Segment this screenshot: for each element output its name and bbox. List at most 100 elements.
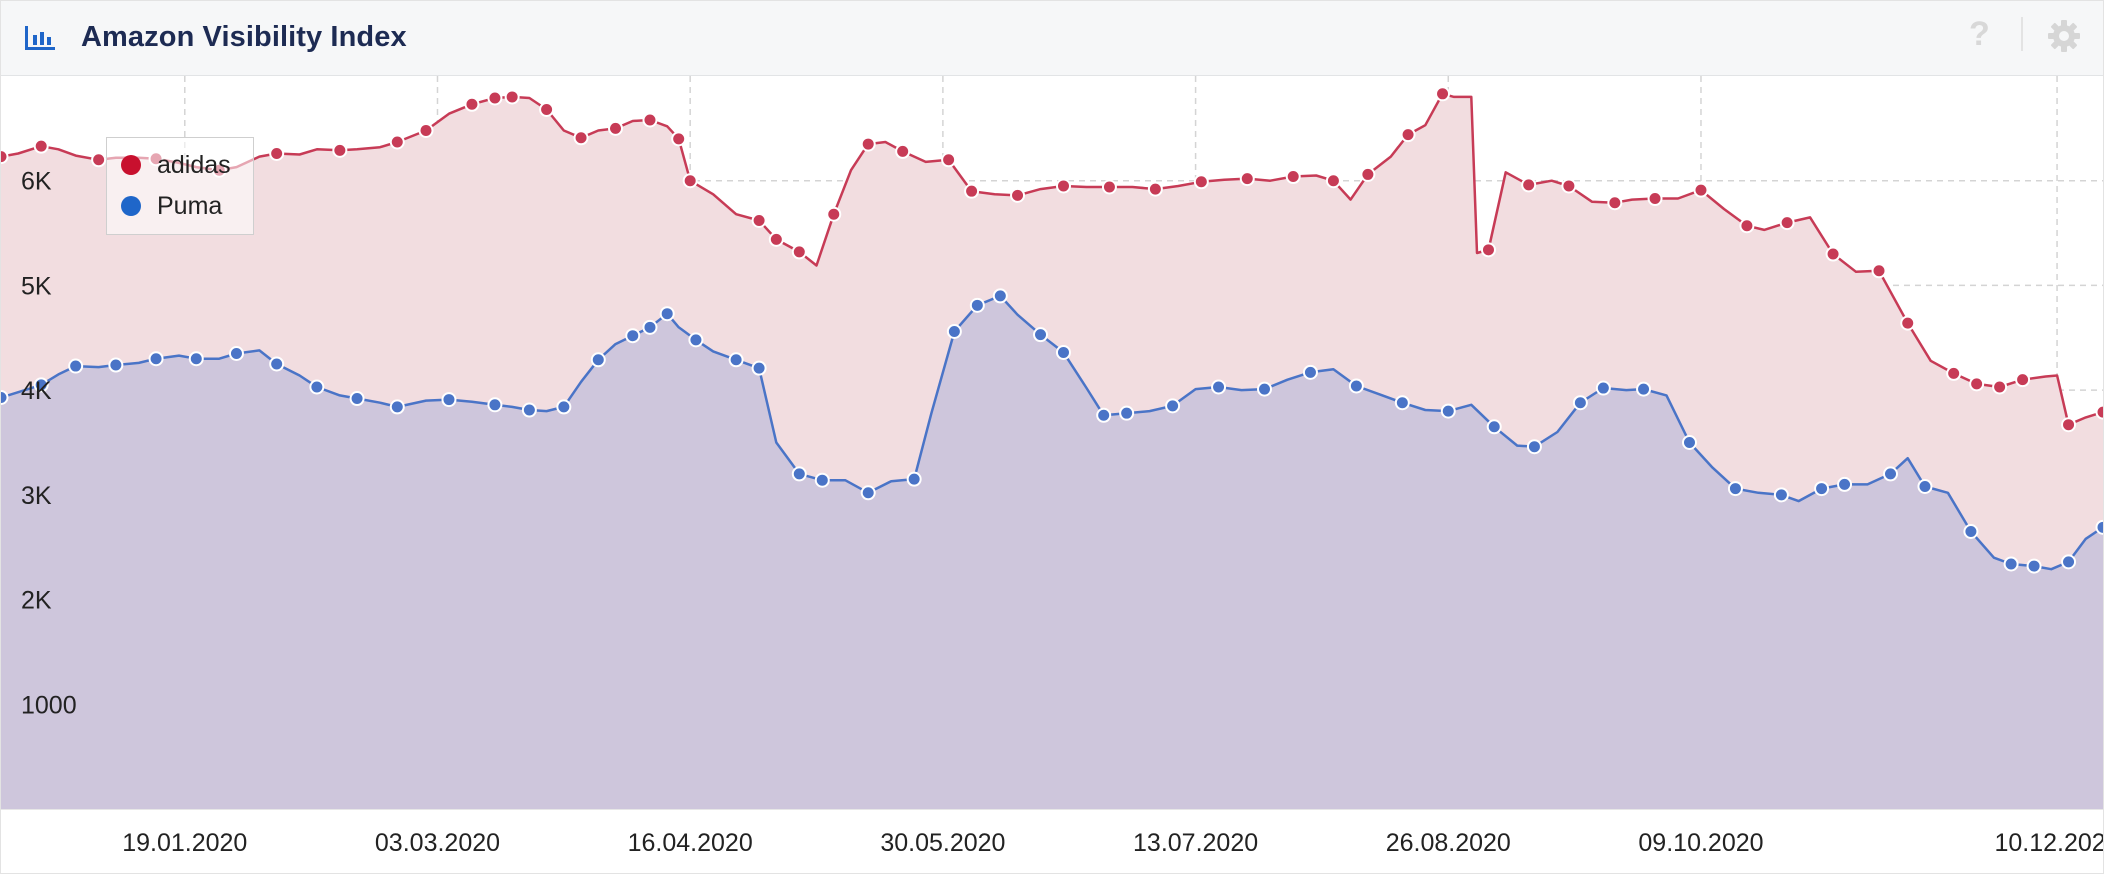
point-adidas[interactable] (671, 131, 687, 147)
point-adidas[interactable] (464, 96, 480, 112)
point-adidas[interactable] (269, 145, 285, 161)
point-adidas[interactable] (1561, 178, 1577, 194)
point-adidas[interactable] (1739, 218, 1755, 234)
point-adidas[interactable] (682, 173, 698, 189)
point-puma[interactable] (68, 358, 84, 374)
question-icon[interactable]: ? (1969, 15, 1990, 53)
point-adidas[interactable] (1, 149, 9, 165)
point-puma[interactable] (2026, 558, 2042, 574)
point-puma[interactable] (1302, 364, 1318, 380)
point-adidas[interactable] (1055, 178, 1071, 194)
point-adidas[interactable] (1400, 127, 1416, 143)
point-adidas[interactable] (1285, 169, 1301, 185)
point-adidas[interactable] (2015, 372, 2031, 388)
point-puma[interactable] (1572, 395, 1588, 411)
point-puma[interactable] (2061, 554, 2077, 570)
point-adidas[interactable] (539, 102, 555, 118)
point-puma[interactable] (946, 324, 962, 340)
point-puma[interactable] (2095, 519, 2104, 535)
point-adidas[interactable] (1946, 365, 1962, 381)
point-puma[interactable] (642, 319, 658, 335)
point-adidas[interactable] (1779, 215, 1795, 231)
point-puma[interactable] (1486, 419, 1502, 435)
point-puma[interactable] (1055, 344, 1071, 360)
point-puma[interactable] (556, 399, 572, 415)
point-puma[interactable] (1211, 379, 1227, 395)
point-puma[interactable] (1256, 381, 1272, 397)
point-puma[interactable] (688, 332, 704, 348)
point-adidas[interactable] (1435, 86, 1451, 102)
point-adidas[interactable] (1325, 173, 1341, 189)
point-puma[interactable] (228, 345, 244, 361)
point-puma[interactable] (269, 356, 285, 372)
point-puma[interactable] (188, 351, 204, 367)
point-adidas[interactable] (751, 213, 767, 229)
point-adidas[interactable] (573, 130, 589, 146)
point-adidas[interactable] (941, 152, 957, 168)
point-puma[interactable] (906, 471, 922, 487)
point-adidas[interactable] (2061, 417, 2077, 433)
point-puma[interactable] (349, 391, 365, 407)
point-puma[interactable] (751, 360, 767, 376)
point-adidas[interactable] (1900, 315, 1916, 331)
point-adidas[interactable] (1101, 179, 1117, 195)
point-puma[interactable] (1394, 395, 1410, 411)
point-adidas[interactable] (1521, 177, 1537, 193)
point-adidas[interactable] (791, 244, 807, 260)
point-adidas[interactable] (389, 134, 405, 150)
point-puma[interactable] (1096, 407, 1112, 423)
point-puma[interactable] (791, 466, 807, 482)
point-adidas[interactable] (768, 231, 784, 247)
point-puma[interactable] (1636, 381, 1652, 397)
point-puma[interactable] (1119, 405, 1135, 421)
point-puma[interactable] (590, 352, 606, 368)
point-adidas[interactable] (1992, 379, 2008, 395)
point-puma[interactable] (2003, 556, 2019, 572)
point-adidas[interactable] (33, 138, 49, 154)
point-adidas[interactable] (642, 112, 658, 128)
point-adidas[interactable] (826, 206, 842, 222)
point-puma[interactable] (969, 297, 985, 313)
point-adidas[interactable] (1147, 181, 1163, 197)
point-adidas[interactable] (1360, 166, 1376, 182)
point-puma[interactable] (521, 402, 537, 418)
point-puma[interactable] (33, 377, 49, 393)
point-puma[interactable] (659, 306, 675, 322)
point-puma[interactable] (1814, 481, 1830, 497)
point-puma[interactable] (1, 389, 9, 405)
point-adidas[interactable] (1969, 376, 1985, 392)
point-adidas[interactable] (895, 143, 911, 159)
point-puma[interactable] (1595, 380, 1611, 396)
point-adidas[interactable] (91, 152, 107, 168)
point-puma[interactable] (309, 379, 325, 395)
point-puma[interactable] (1681, 435, 1697, 450)
point-puma[interactable] (1348, 378, 1364, 394)
point-adidas[interactable] (2095, 404, 2104, 420)
point-adidas[interactable] (1010, 187, 1026, 203)
point-adidas[interactable] (860, 136, 876, 152)
point-puma[interactable] (1440, 403, 1456, 419)
point-adidas[interactable] (1647, 191, 1663, 207)
point-puma[interactable] (1963, 524, 1979, 540)
point-adidas[interactable] (1825, 246, 1841, 262)
point-puma[interactable] (992, 288, 1008, 304)
point-adidas[interactable] (1693, 182, 1709, 198)
point-adidas[interactable] (964, 183, 980, 199)
point-puma[interactable] (814, 472, 830, 488)
point-puma[interactable] (860, 485, 876, 501)
point-puma[interactable] (108, 357, 124, 373)
point-adidas[interactable] (1871, 263, 1887, 279)
point-adidas[interactable] (1607, 195, 1623, 211)
point-puma[interactable] (1837, 476, 1853, 492)
point-puma[interactable] (1033, 327, 1049, 343)
point-adidas[interactable] (1193, 174, 1209, 190)
point-puma[interactable] (728, 352, 744, 368)
point-puma[interactable] (1917, 478, 1933, 494)
point-adidas[interactable] (1480, 242, 1496, 258)
point-puma[interactable] (1165, 398, 1181, 414)
point-puma[interactable] (1773, 487, 1789, 503)
legend-item-puma[interactable]: Puma (121, 189, 222, 223)
point-puma[interactable] (487, 397, 503, 413)
point-puma[interactable] (1883, 466, 1899, 482)
point-puma[interactable] (389, 399, 405, 415)
